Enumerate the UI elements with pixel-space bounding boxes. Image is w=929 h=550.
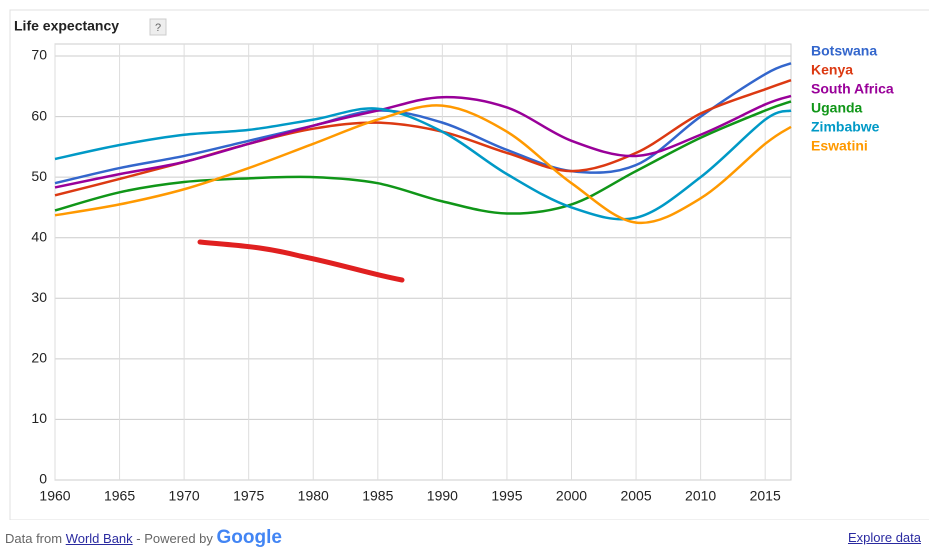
source-link[interactable]: World Bank xyxy=(65,531,133,546)
y-tick-label: 10 xyxy=(31,410,47,426)
explore-link[interactable]: Explore data xyxy=(848,530,921,545)
legend-entry: Zimbabwe xyxy=(811,119,880,135)
y-tick-label: 70 xyxy=(31,47,47,63)
x-tick-label: 2000 xyxy=(556,488,587,504)
y-tick-label: 50 xyxy=(31,168,47,184)
powered-by: - Powered by xyxy=(136,531,213,546)
series-line xyxy=(54,104,792,225)
y-tick-label: 0 xyxy=(39,471,47,487)
footer: Data from World Bank - Powered by Google xyxy=(5,527,282,549)
series-line xyxy=(54,107,792,221)
y-tick-label: 20 xyxy=(31,350,47,366)
y-tick-label: 40 xyxy=(31,228,47,244)
brand: Google xyxy=(216,527,282,548)
series-line xyxy=(54,62,792,185)
legend-entry: Kenya xyxy=(811,62,853,78)
x-tick-label: 1960 xyxy=(39,488,70,504)
y-tick-label: 60 xyxy=(31,107,47,123)
help-icon[interactable]: ? xyxy=(155,22,161,34)
x-tick-label: 2015 xyxy=(750,488,781,504)
chart: Life expectancy ? 0 10 20 30 40 50 60 70 1960 196… xyxy=(9,9,929,521)
legend-entry: Uganda xyxy=(811,100,863,116)
x-tick-label: 1995 xyxy=(491,488,522,504)
series-line xyxy=(54,94,792,189)
annotation-scribble xyxy=(197,239,405,283)
x-tick-label: 2005 xyxy=(620,488,651,504)
x-tick-label: 1980 xyxy=(298,488,329,504)
chart-title: Life expectancy xyxy=(14,18,119,34)
help-button[interactable] xyxy=(149,18,167,36)
series-line xyxy=(54,100,792,215)
x-tick-label: 1970 xyxy=(169,488,200,504)
x-tick-label: 2010 xyxy=(685,488,716,504)
x-tick-label: 1990 xyxy=(427,488,458,504)
legend-entry: South Africa xyxy=(811,81,894,97)
x-tick-label: 1975 xyxy=(233,488,264,504)
plot-area xyxy=(54,43,792,481)
x-tick-label: 1985 xyxy=(362,488,393,504)
x-tick-label: 1965 xyxy=(104,488,135,504)
source-prefix: Data from xyxy=(5,531,63,546)
legend-entry: Botswana xyxy=(811,43,877,59)
y-tick-label: 30 xyxy=(31,289,47,305)
legend-entry: Eswatini xyxy=(811,138,868,154)
